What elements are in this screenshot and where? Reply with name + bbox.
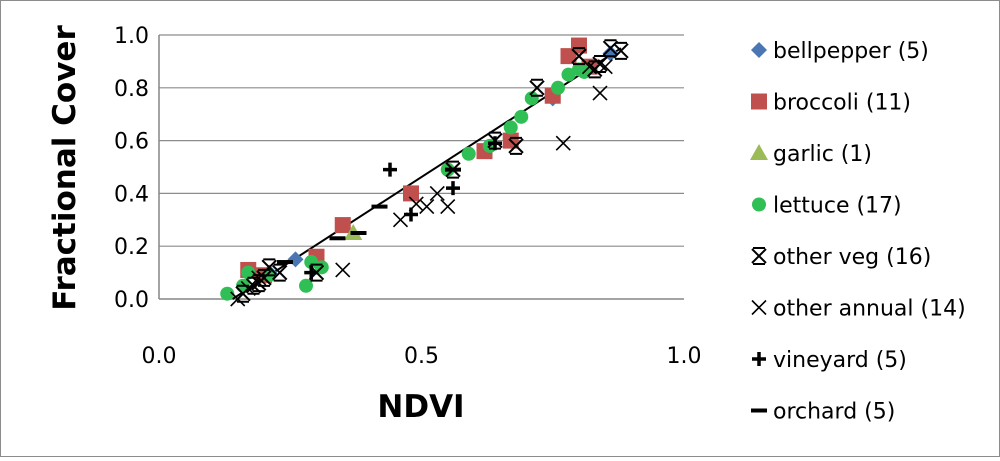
point-vineyard [404,207,418,222]
legend-item-broccoli: broccoli (11) [751,91,911,116]
point-other-veg [508,136,524,155]
y-axis-title: Fractional Cover [47,25,83,311]
legend-label-broccoli: broccoli (11) [773,91,911,116]
point-vineyard [446,181,460,196]
x-tick-label: 0.5 [404,344,439,369]
point-vineyard [383,162,397,177]
legend-marker-broccoli [751,93,767,110]
point-vineyard [488,136,502,151]
legend-marker-lettuce [752,197,766,212]
y-tick-labels: 0.0 0.2 0.4 0.6 0.8 1.0 [114,24,149,313]
point-lettuce [514,109,529,124]
y-tick-label: 0.6 [114,130,149,155]
x-tick-label: 1.0 [667,344,702,369]
legend-marker-other-veg [751,247,767,265]
point-other-annual [555,135,571,151]
legend: bellpepper (5) broccoli (11) garlic (1) let… [750,39,966,425]
legend-label-garlic: garlic (1) [773,142,872,167]
point-lettuce [503,120,518,135]
point-other-veg [529,78,545,97]
point-other-veg [613,41,629,60]
y-tick-label: 0.2 [114,235,149,260]
point-lettuce [561,67,576,82]
point-lettuce [461,146,476,161]
series-orchard [277,167,461,265]
legend-item-other-veg: other veg (16) [751,245,931,270]
legend-label-vineyard: vineyard (5) [773,348,907,373]
x-tick-labels: 0.0 0.5 1.0 [142,344,702,369]
point-other-veg [256,268,272,287]
point-lettuce [299,278,313,293]
legend-item-other-annual: other annual (14) [751,297,966,322]
point-broccoli [334,217,351,234]
point-other-veg [272,263,288,282]
x-tick-label: 0.0 [142,344,177,369]
point-other-annual [419,199,435,215]
series-other-annual [230,59,613,307]
point-other-annual [440,199,456,215]
legend-item-lettuce: lettuce (17) [752,194,902,219]
legend-label-other-annual: other annual (14) [773,297,966,322]
legend-label-lettuce: lettuce (17) [773,194,902,219]
y-tick-label: 1.0 [114,24,149,49]
axes [158,35,684,300]
legend-label-orchard: orchard (5) [773,400,895,425]
legend-marker-bellpepper [751,42,767,58]
point-other-annual [592,85,608,101]
y-tick-label: 0.4 [114,182,149,207]
y-tick-label: 0.8 [114,77,149,102]
point-other-annual [429,185,445,201]
point-other-veg [245,276,262,295]
point-other-veg [571,47,587,66]
x-axis-title: NDVI [377,389,464,425]
y-tick-label: 0.0 [114,288,149,313]
series-vineyard [304,136,502,280]
point-other-annual [335,262,351,278]
legend-label-other-veg: other veg (16) [773,245,931,270]
legend-item-bellpepper: bellpepper (5) [751,39,929,64]
grid-lines [159,34,684,247]
legend-item-garlic: garlic (1) [750,142,872,167]
data-points [220,37,629,307]
legend-item-orchard: orchard (5) [751,400,895,425]
legend-marker-other-annual [751,299,767,316]
legend-item-vineyard: vineyard (5) [752,348,907,373]
point-other-annual [261,259,277,275]
point-other-veg [592,55,608,74]
legend-marker-garlic [750,144,768,160]
point-lettuce [551,80,565,95]
point-lettuce [220,286,235,301]
point-other-veg [602,39,619,58]
point-broccoli [571,37,587,54]
legend-marker-vineyard [752,352,766,366]
point-vineyard [304,265,319,280]
point-other-annual [597,59,613,75]
point-broccoli [403,185,419,202]
point-lettuce [241,265,256,280]
legend-label-bellpepper: bellpepper (5) [773,39,929,64]
point-other-annual [581,59,598,75]
